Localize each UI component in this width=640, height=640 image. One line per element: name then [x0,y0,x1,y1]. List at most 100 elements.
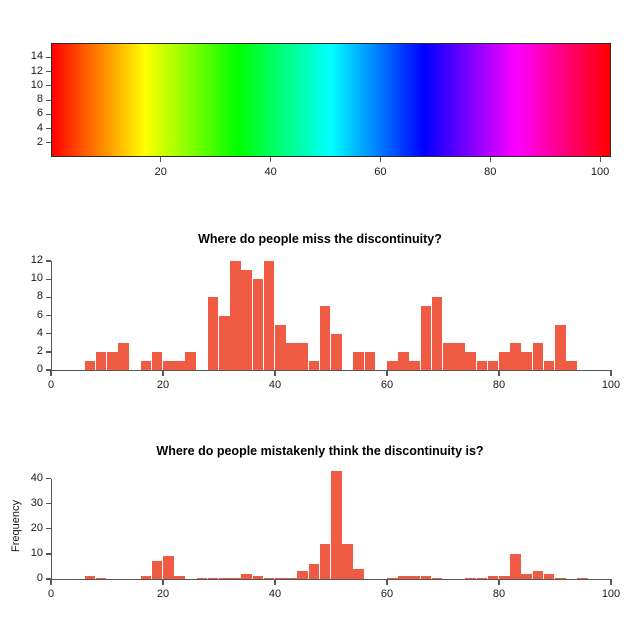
histogram-bar [364,351,376,370]
histogram-bar [387,577,398,579]
y-tick-label: 10 [30,272,43,285]
colorbar-ytick-label: 8 [36,93,43,105]
bars-group [0,212,640,412]
y-tick [46,296,51,299]
hist-mistaken-discontinuity-panel: Where do people mistakenly think the dis… [0,426,640,626]
x-tick-label: 80 [492,588,506,600]
colorbar-ytick-label: 4 [36,121,43,134]
histogram-bar [163,556,174,579]
colorbar-panel: 20 40 60 80 100 2 4 6 8 10 12 14 [0,0,640,200]
histogram-bar [353,568,364,579]
histogram-bar [465,351,476,370]
rainbow-colorbar-image [51,43,611,157]
histogram-bar [420,576,432,579]
colorbar-ytick [46,142,51,144]
bars-group [0,426,640,626]
colorbar-xtick-label: 40 [264,166,277,178]
x-tick [274,580,276,585]
y-tick-label: 2 [36,344,43,357]
histogram-bar [174,576,185,579]
colorbar-ytick-label: 2 [36,135,43,148]
histogram-bar [532,342,544,370]
histogram-bar [521,351,532,370]
histogram-bar [521,573,532,579]
histogram-bar [308,563,320,579]
histogram-bar [353,351,364,370]
histogram-bar [297,571,308,579]
histogram-bar [163,360,174,370]
histogram-bar [476,577,488,579]
y-tick [46,528,51,530]
histogram-bar [84,360,96,370]
histogram-bar [566,360,577,370]
y-tick [46,369,51,371]
histogram-bar [543,573,555,579]
colorbar-xtick [160,157,162,162]
colorbar-xtick [489,157,491,162]
colorbar-xtick-label: 20 [154,166,167,178]
histogram-bar [219,315,230,370]
x-axis-line [51,579,612,581]
x-tick [386,371,388,376]
y-tick-label: 6 [36,308,43,321]
y-tick [46,578,51,580]
histogram-bar [476,360,488,370]
histogram-bar [241,573,252,579]
histogram-bar [331,471,342,579]
y-tick-label: 0 [36,572,43,584]
y-tick-label: 10 [30,546,43,559]
histogram-bar [286,342,297,370]
histogram-bar [577,577,588,579]
histogram-bar [140,360,152,370]
y-tick [46,553,51,555]
y-axis-line [51,261,53,370]
x-tick [274,371,276,376]
y-tick [46,477,51,480]
hist1-title: Where do people miss the discontinuity? [198,232,442,246]
histogram-bar [196,577,208,579]
colorbar-ytick [46,128,51,129]
y-tick [46,314,51,317]
x-tick-label: 100 [601,379,621,391]
histogram-bar [252,576,264,579]
histogram-bar [319,543,331,579]
colorbar-xtick [599,157,601,162]
histogram-bar [95,351,107,370]
y-tick-label: 12 [30,254,43,267]
x-axis-line [51,370,612,372]
y-tick [46,260,51,262]
histogram-bar [532,571,544,579]
histogram-bar [219,577,230,579]
x-tick [162,371,164,376]
histogram-bar [230,577,241,579]
histogram-bar [465,577,476,579]
histogram-bar [499,351,510,370]
histogram-bar [263,577,275,579]
colorbar-xtick [270,157,272,162]
x-tick-label: 80 [492,379,506,391]
histogram-bar [84,576,96,579]
histogram-bar [443,342,454,370]
histogram-bar [118,342,129,370]
colorbar-xtick-label: 100 [590,166,610,178]
histogram-bar [331,333,342,370]
x-tick [610,371,612,376]
histogram-bar [409,360,420,370]
histogram-bar [252,279,264,370]
histogram-bar [387,360,398,370]
hist-miss-discontinuity-panel: Where do people miss the discontinuity? … [0,212,640,552]
histogram-bar [510,553,521,579]
colorbar-ytick-label: 12 [30,64,43,77]
colorbar-ytick [46,113,51,115]
y-tick [46,351,51,353]
histogram-bar [275,577,286,579]
histogram-bar [308,360,320,370]
colorbar-ytick-label: 10 [30,78,43,91]
x-tick-label: 0 [47,379,55,391]
colorbar-ytick [46,99,51,101]
histogram-bar [107,351,118,370]
histogram-bar [555,324,566,370]
x-tick-label: 20 [156,588,170,600]
x-tick [498,580,500,585]
y-tick [46,278,51,280]
